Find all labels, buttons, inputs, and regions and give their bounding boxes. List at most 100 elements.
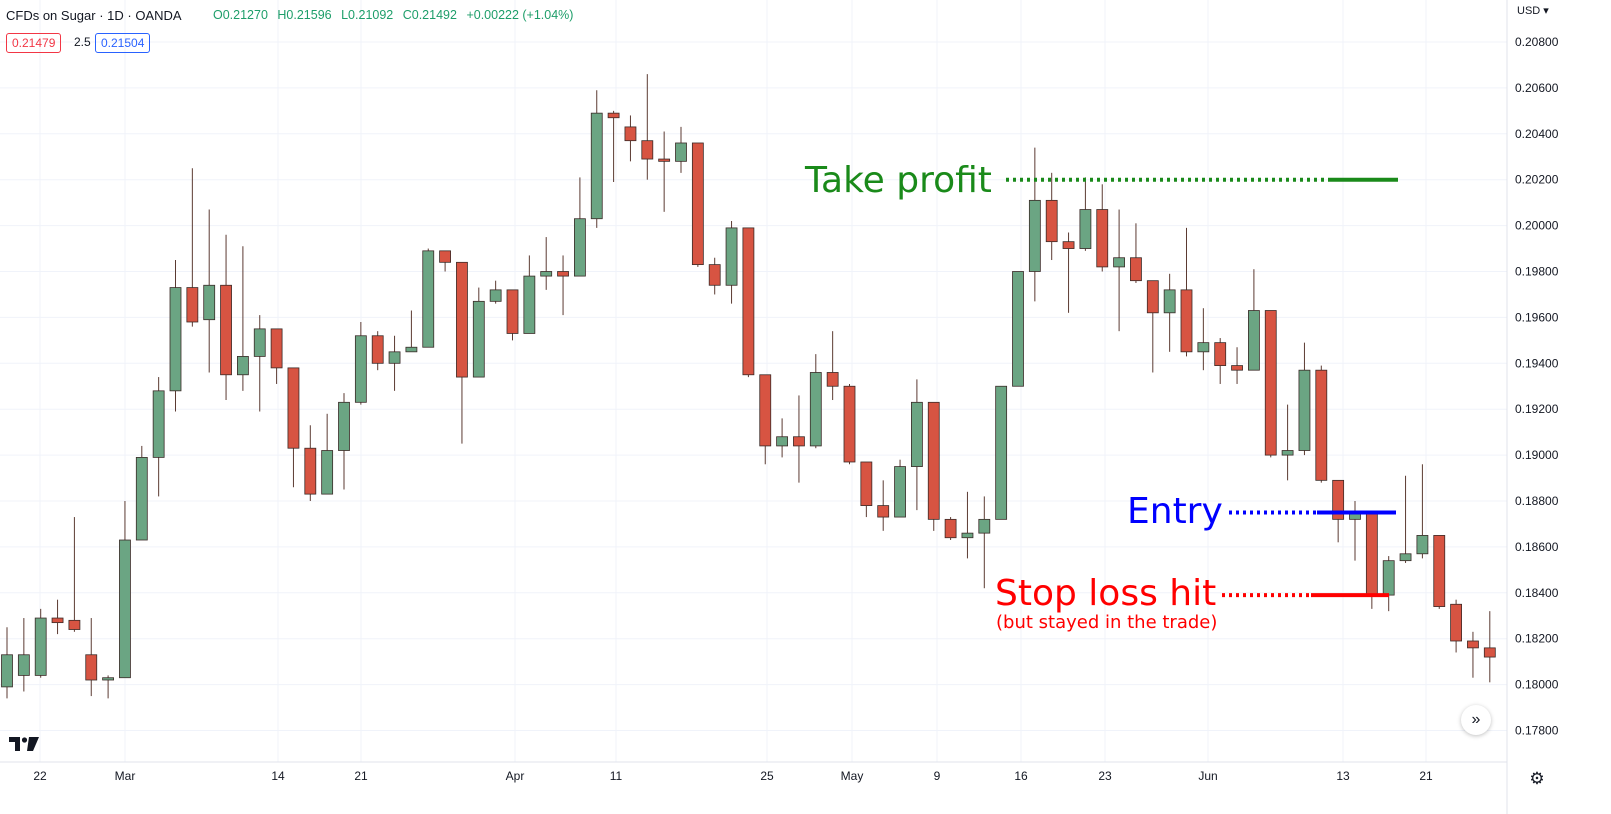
candle bbox=[927, 401, 940, 531]
symbol-title[interactable]: CFDs on Sugar · 1D · OANDA bbox=[6, 8, 182, 23]
candle-body bbox=[557, 271, 569, 277]
price-tick-label: 0.17800 bbox=[1515, 724, 1559, 738]
candle-body bbox=[1130, 257, 1142, 282]
candle bbox=[1197, 308, 1210, 371]
candle bbox=[422, 248, 435, 348]
candle-body bbox=[152, 390, 165, 458]
candle bbox=[388, 335, 401, 391]
candle-body bbox=[523, 275, 536, 334]
buy-price-button[interactable]: 0.21504 bbox=[95, 33, 151, 53]
candle bbox=[675, 126, 687, 173]
candle-body bbox=[1045, 199, 1058, 243]
candle bbox=[85, 618, 98, 697]
candle-body bbox=[759, 374, 772, 447]
candle bbox=[287, 367, 300, 488]
candle bbox=[759, 374, 772, 465]
candles bbox=[1, 74, 1496, 699]
currency-label: USD bbox=[1517, 5, 1541, 17]
candle-body bbox=[203, 284, 216, 321]
open-value: O0.21270 bbox=[213, 8, 268, 22]
candle bbox=[186, 168, 199, 327]
candle bbox=[1382, 556, 1395, 612]
candle bbox=[911, 379, 923, 511]
candle bbox=[405, 310, 418, 353]
candle bbox=[1045, 172, 1058, 261]
candle bbox=[371, 331, 384, 371]
candle-body bbox=[1483, 647, 1496, 658]
candle bbox=[1416, 464, 1429, 559]
candle bbox=[489, 280, 502, 304]
price-tick-label: 0.18400 bbox=[1515, 586, 1559, 600]
candle bbox=[590, 90, 603, 228]
candle-body bbox=[540, 271, 553, 277]
candle bbox=[877, 480, 890, 531]
candle bbox=[725, 221, 738, 304]
sell-price-button[interactable]: 0.21479 bbox=[6, 33, 62, 53]
candle bbox=[253, 315, 266, 412]
candle-body bbox=[725, 227, 738, 286]
candle-body bbox=[388, 351, 401, 364]
price-tick-label: 0.20400 bbox=[1515, 127, 1559, 141]
candle bbox=[809, 354, 822, 449]
candle-body bbox=[236, 356, 249, 376]
scroll-to-realtime-button[interactable]: » bbox=[1461, 705, 1491, 735]
time-tick-label: 13 bbox=[1336, 769, 1350, 783]
candle-body bbox=[472, 300, 485, 378]
candle-body bbox=[102, 677, 114, 681]
price-tick-label: 0.19800 bbox=[1515, 265, 1559, 279]
candle bbox=[1433, 535, 1446, 609]
time-tick-label: 9 bbox=[934, 769, 941, 783]
axes: 0.20800 0.20600 0.20400 0.20200 0.20000 0.198… bbox=[0, 0, 1559, 814]
entry-label: Entry bbox=[1127, 491, 1223, 532]
candle-body bbox=[304, 447, 317, 495]
time-tick-label: 16 bbox=[1014, 769, 1028, 783]
time-tick-label: 11 bbox=[610, 769, 623, 783]
double-chevron-right-icon: » bbox=[1471, 711, 1481, 728]
candle bbox=[826, 331, 839, 401]
candle-body bbox=[439, 250, 452, 263]
price-tick-label: 0.18200 bbox=[1515, 632, 1559, 646]
candle-body bbox=[405, 346, 418, 353]
candle-body bbox=[708, 264, 721, 286]
candle bbox=[1214, 338, 1227, 384]
candle bbox=[1062, 232, 1075, 313]
candle-body bbox=[1433, 535, 1446, 607]
time-axis: 22 Mar 14 21 Apr 11 25 May 9 16 23 Jun 13 21 bbox=[33, 769, 1433, 783]
candle bbox=[1028, 147, 1041, 302]
candle-body bbox=[1416, 535, 1429, 555]
candle bbox=[641, 74, 654, 180]
price-axis: 0.20800 0.20600 0.20400 0.20200 0.20000 0.198… bbox=[1515, 35, 1559, 738]
gear-icon[interactable]: ⚙ bbox=[1529, 769, 1545, 788]
candle-body bbox=[843, 385, 856, 463]
candle bbox=[961, 491, 974, 559]
price-tick-label: 0.19200 bbox=[1515, 402, 1559, 416]
time-tick-label: May bbox=[841, 769, 864, 783]
candle-body bbox=[1012, 271, 1024, 387]
price-tick-label: 0.20000 bbox=[1515, 219, 1559, 233]
candle-body bbox=[1281, 450, 1294, 456]
candle-body bbox=[1315, 369, 1328, 481]
candle-body bbox=[506, 289, 519, 334]
candle bbox=[135, 445, 148, 541]
candle bbox=[439, 250, 452, 272]
candle bbox=[354, 321, 367, 405]
chevron-down-icon: ▾ bbox=[1543, 5, 1549, 17]
currency-selector[interactable]: USD ▾ bbox=[1517, 4, 1549, 17]
candle-body bbox=[1079, 209, 1092, 249]
candle bbox=[1096, 184, 1109, 272]
candle bbox=[540, 237, 553, 290]
candle bbox=[944, 517, 957, 541]
price-tick-label: 0.19600 bbox=[1515, 310, 1559, 324]
candle-body bbox=[978, 518, 991, 534]
candle-body bbox=[927, 401, 940, 520]
price-tick-label: 0.20600 bbox=[1515, 81, 1559, 95]
candle-body bbox=[826, 372, 839, 387]
candle-body bbox=[894, 466, 906, 518]
candle-body bbox=[793, 436, 805, 447]
candle bbox=[236, 246, 249, 391]
candle bbox=[658, 131, 671, 212]
tradingview-logo-icon[interactable] bbox=[9, 737, 39, 756]
price-tick-label: 0.20200 bbox=[1515, 173, 1559, 187]
candle-body bbox=[253, 328, 266, 357]
